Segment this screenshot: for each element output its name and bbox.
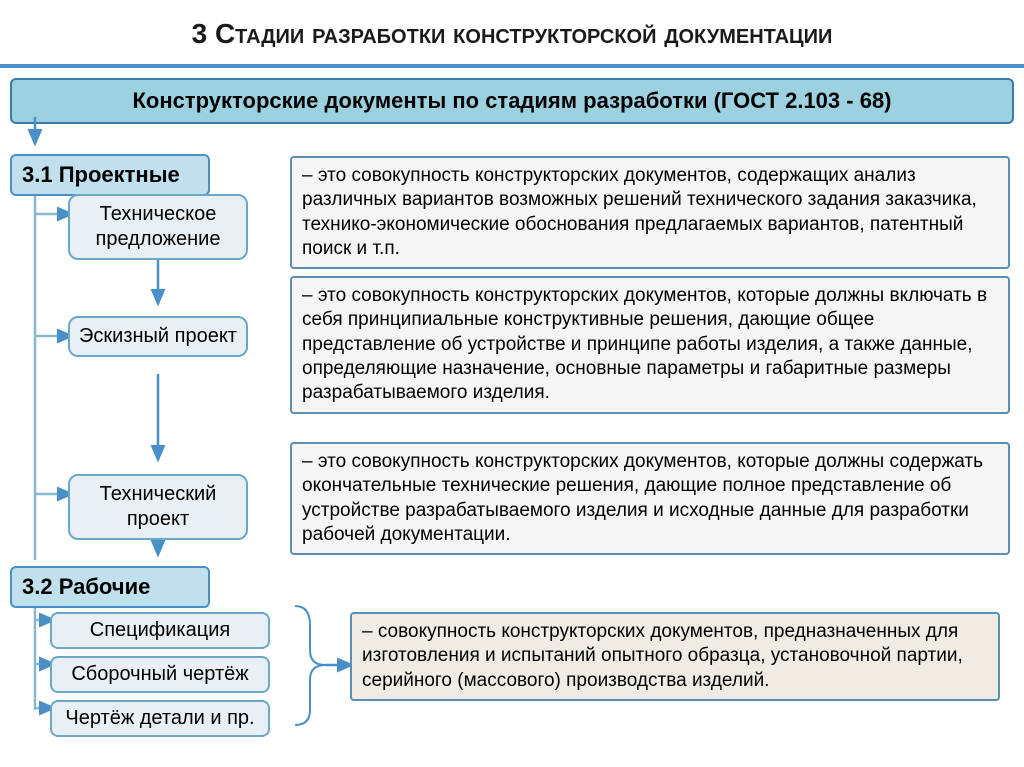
node-sketch-project: Эскизный проект [68,316,248,357]
section-header-project: 3.1 Проектные [10,154,210,196]
node-specification: Спецификация [50,612,270,649]
node-tech-proposal: Техническое предложение [68,194,248,260]
page-title: 3 Стадии разработки конструкторской доку… [0,0,1024,68]
diagram-content: 3.1 Проектные Техническое предложение Эс… [0,124,1024,132]
node-part-drawing: Чертёж детали и пр. [50,700,270,737]
node-assembly-drawing: Сборочный чертёж [50,656,270,693]
subtitle: Конструкторские документы по стадиям раз… [10,78,1014,124]
section-header-working: 3.2 Рабочие [10,566,210,608]
desc-working-docs: – совокупность конструкторских документо… [350,612,1000,701]
desc-tech-proposal: – это совокупность конструкторских докум… [290,156,1010,269]
node-tech-project: Технический проект [68,474,248,540]
desc-sketch-project: – это совокупность конструкторских докум… [290,276,1010,414]
desc-tech-project: – это совокупность конструкторских докум… [290,442,1010,555]
